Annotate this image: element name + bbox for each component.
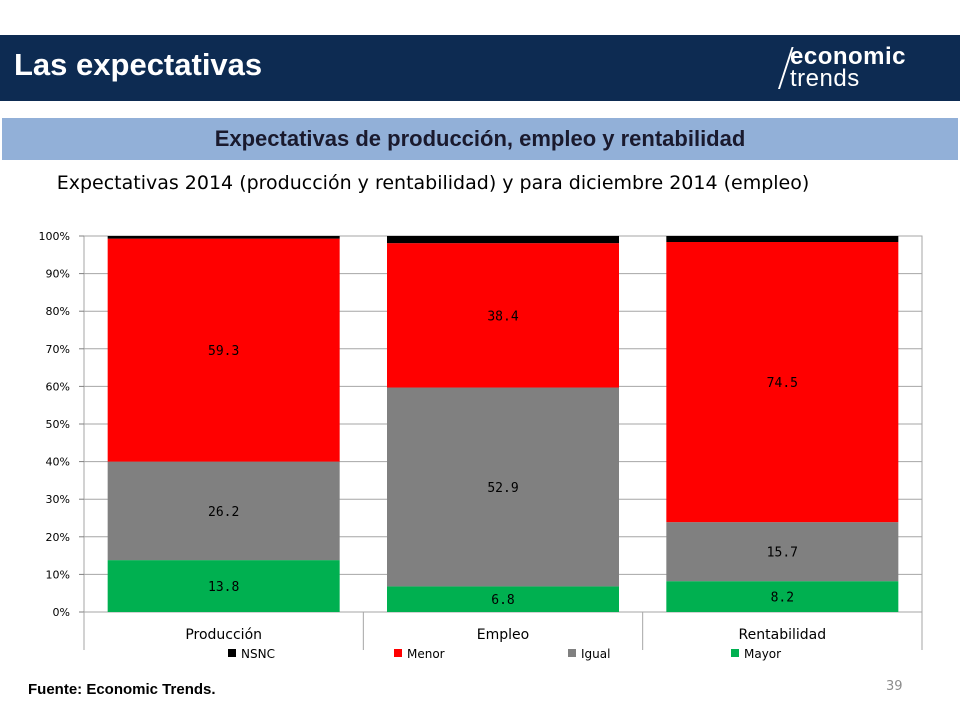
legend: NSNC Menor Igual Mayor	[228, 647, 781, 661]
data-label: 26.2	[208, 505, 239, 520]
y-tick-label: 20%	[46, 531, 70, 544]
legend-label: Menor	[407, 647, 445, 661]
y-tick-label: 100%	[39, 230, 70, 243]
bars	[107, 236, 899, 612]
legend-swatch-igual	[568, 649, 576, 657]
bar-menor-2	[666, 242, 899, 523]
y-tick-label: 50%	[46, 418, 70, 431]
bar-igual-1	[387, 387, 619, 587]
data-label: 38.4	[487, 309, 518, 324]
x-category-label: Empleo	[477, 627, 529, 643]
legend-label: NSNC	[241, 647, 275, 661]
bar-menor-1	[387, 243, 619, 388]
bar-menor-0	[107, 238, 340, 462]
data-label: 52.9	[487, 481, 518, 496]
legend-label: Igual	[581, 647, 610, 661]
legend-label: Mayor	[744, 647, 781, 661]
source-note: Fuente: Economic Trends.	[28, 681, 216, 698]
bar-nsnc-2	[666, 236, 899, 243]
data-label: 13.8	[208, 580, 239, 595]
logo-text-trends: trends	[790, 65, 860, 92]
subtitle-bar: Expectativas de producción, empleo y ren…	[2, 118, 958, 160]
y-tick-label: 10%	[46, 568, 70, 581]
bar-nsnc-0	[107, 236, 340, 239]
data-label: 15.7	[767, 546, 798, 561]
legend-swatch-mayor	[731, 649, 739, 657]
data-label: 8.2	[771, 591, 794, 606]
y-tick-label: 0%	[53, 606, 70, 619]
data-label: 74.5	[767, 376, 798, 391]
y-tick-label: 80%	[46, 305, 70, 318]
page-number: 39	[886, 679, 903, 694]
x-category-label: Producción	[185, 627, 262, 643]
header-bar: Las expectativas economic trends	[0, 35, 960, 101]
logo-text-economic: economic	[790, 43, 907, 70]
economic-trends-logo: economic trends	[778, 43, 948, 93]
legend-swatch-menor	[394, 649, 402, 657]
bar-igual-0	[107, 461, 340, 561]
axes: 0% 10% 20% 30% 40% 50% 60% 70% 80% 90% 100% Producc…	[39, 230, 923, 650]
page-title: Las expectativas	[14, 47, 263, 82]
bar-nsnc-1	[387, 236, 619, 244]
section-subtitle: Expectativas de producción, empleo y ren…	[214, 126, 746, 151]
chart-title: Expectativas 2014 (producción y rentabil…	[56, 172, 810, 194]
bar-mayor-2	[666, 581, 899, 612]
x-category-label: Rentabilidad	[739, 627, 827, 643]
y-tick-label: 60%	[46, 380, 70, 393]
y-tick-label: 30%	[46, 493, 70, 506]
bar-mayor-1	[387, 586, 619, 612]
y-tick-label: 40%	[46, 456, 70, 469]
data-label: 6.8	[491, 593, 514, 608]
y-tick-label: 70%	[46, 343, 70, 356]
bar-mayor-0	[107, 560, 340, 612]
legend-swatch-nsnc	[228, 649, 236, 657]
bar-igual-2	[666, 522, 899, 582]
data-label: 59.3	[208, 344, 239, 359]
data-labels: 13.8 26.2 59.3 6.8 52.9 38.4 8.2 15.7 74.5	[208, 309, 798, 608]
y-tick-label: 90%	[46, 268, 70, 281]
